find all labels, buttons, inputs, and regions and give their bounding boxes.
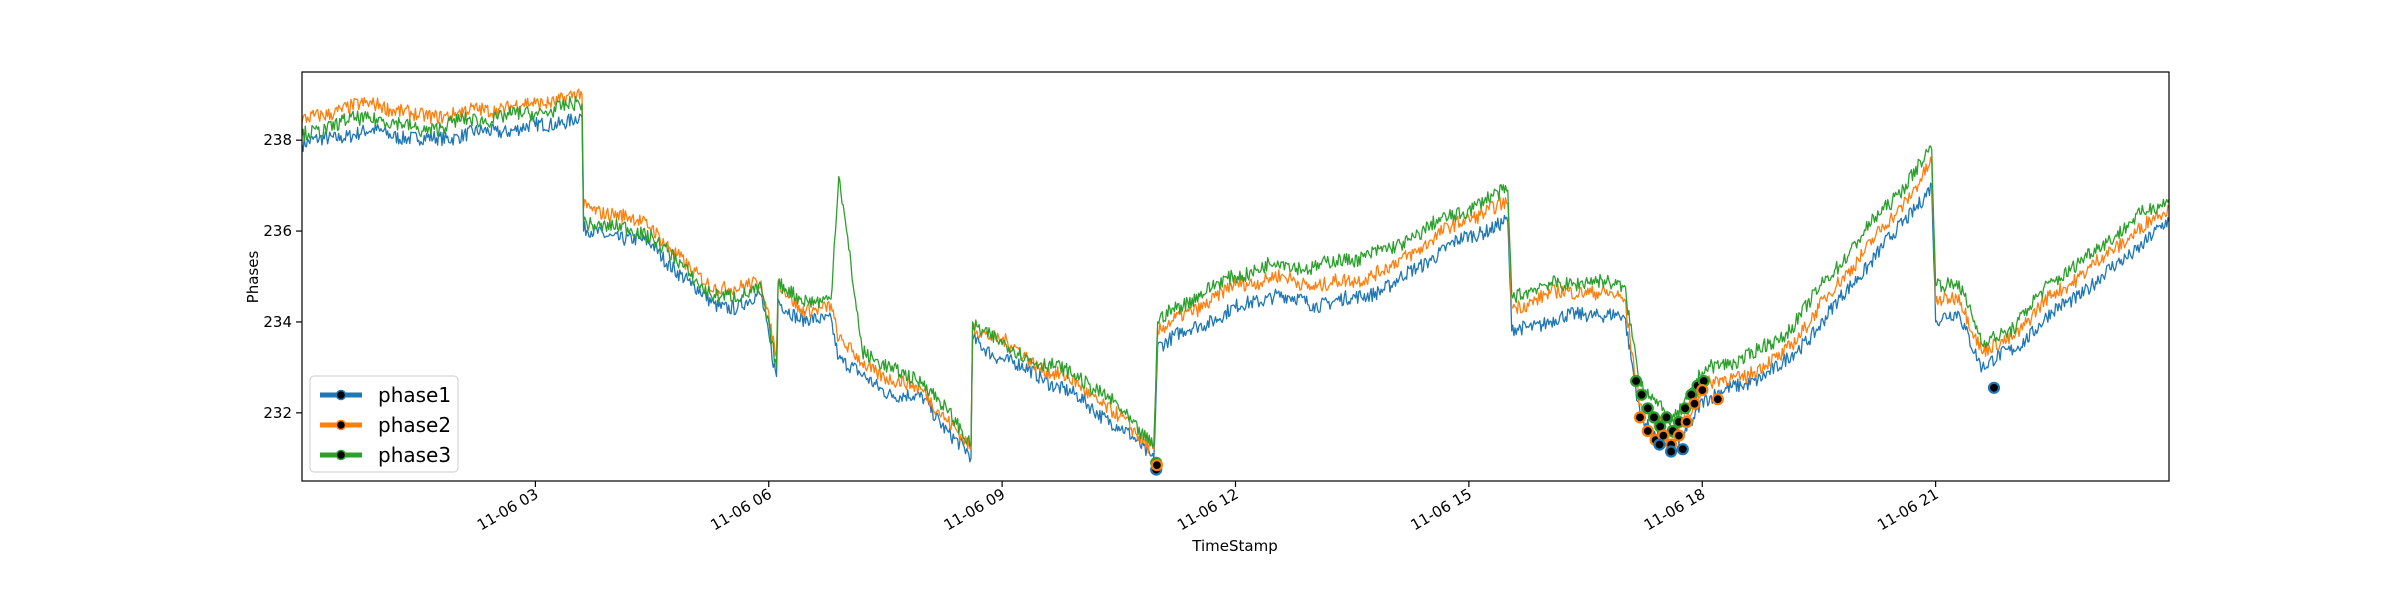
event-marker-phase2: [1672, 429, 1686, 442]
event-marker-phase2: [1150, 459, 1164, 472]
x-tick-label: 11-06 12: [1174, 485, 1241, 534]
event-marker-phase2: [1641, 424, 1654, 438]
x-ticks: 11-06 03 11-06 06 11-06 09 11-06 12 11-06 15…: [474, 481, 1942, 534]
marker-layer: [1150, 374, 2001, 476]
event-marker-phase3: [1629, 374, 1643, 388]
event-marker-phase1: [1653, 438, 1666, 451]
y-tick-label: 238: [263, 131, 292, 149]
x-tick-label: 11-06 03: [474, 485, 541, 534]
event-marker-phase2: [1711, 393, 1724, 406]
x-tick-label: 11-06 15: [1407, 485, 1474, 534]
event-marker-phase1: [1664, 445, 1678, 458]
event-marker-phase2: [1680, 415, 1693, 428]
event-marker-phase1: [1676, 443, 1689, 456]
y-tick-label: 234: [263, 313, 292, 331]
legend-label-phase3: phase3: [378, 443, 451, 467]
legend-marker-phase3: [335, 449, 347, 461]
series-line-phase2: [301, 88, 2170, 454]
event-marker-phase3: [1647, 411, 1661, 424]
x-tick-label: 11-06 06: [707, 485, 774, 534]
event-marker-phase3: [1641, 402, 1654, 415]
legend-frame: [309, 375, 459, 473]
x-tick-label: 11-06 18: [1641, 485, 1708, 534]
legend: phase1 phase2 phase3: [309, 375, 459, 473]
series-layer: [301, 88, 2170, 463]
series-line-phase1: [301, 113, 2170, 463]
y-tick-label: 236: [263, 222, 292, 240]
event-marker-phase3: [1635, 388, 1648, 401]
x-tick-label: 11-06 21: [1874, 485, 1941, 534]
legend-marker-phase1: [335, 389, 347, 401]
legend-label-phase2: phase2: [378, 413, 451, 437]
x-tick-label: 11-06 09: [941, 485, 1008, 534]
event-marker-phase2: [1633, 411, 1647, 424]
legend-label-phase1: phase1: [378, 383, 451, 407]
y-tick-label: 232: [263, 404, 292, 422]
event-marker-phase3: [1678, 402, 1692, 415]
event-marker-phase2: [1696, 384, 1709, 397]
event-marker-phase1: [1987, 381, 2001, 394]
event-marker-phase2: [1688, 397, 1701, 410]
event-marker-phase3: [1660, 411, 1673, 424]
series-line-phase3: [301, 96, 2170, 448]
x-axis-label: TimeStamp: [1191, 537, 1277, 555]
y-axis-label: Phases: [244, 251, 262, 304]
legend-marker-phase2: [335, 419, 347, 431]
y-ticks: 232 234 236 238: [263, 131, 302, 422]
